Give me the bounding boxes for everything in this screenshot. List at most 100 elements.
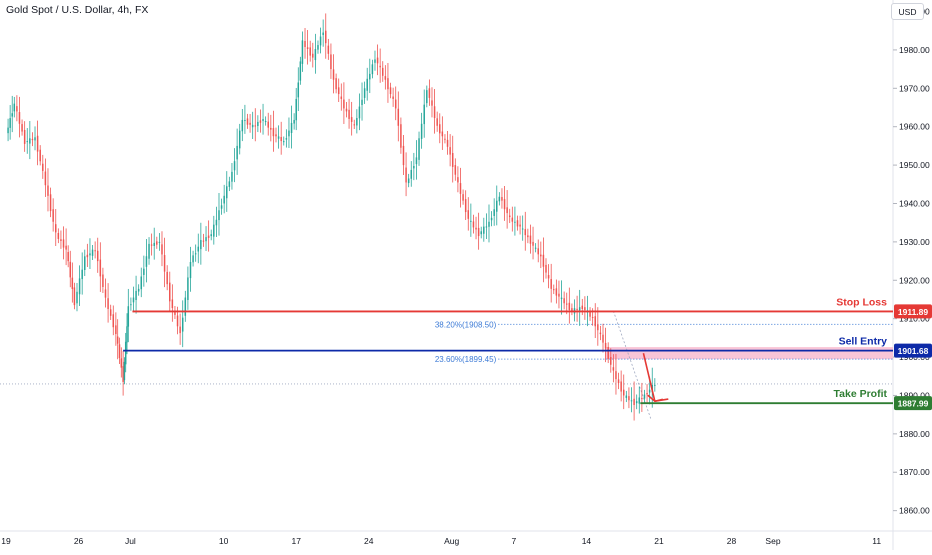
candle-body (524, 229, 527, 236)
candle-body (327, 45, 330, 54)
candle-body (181, 317, 184, 332)
candle-body (589, 311, 591, 317)
candle-body (197, 246, 200, 252)
candle-body (220, 205, 223, 209)
candle-body (413, 165, 415, 169)
candle-body (415, 157, 418, 165)
candle-body (480, 231, 482, 235)
candle-body (431, 100, 433, 106)
candle-body (350, 117, 353, 122)
candle-body (288, 130, 290, 137)
candle-body (231, 171, 233, 182)
candle-body (78, 278, 81, 295)
candle-body (565, 303, 568, 305)
candle-body (52, 209, 54, 222)
take-profit-price-tag (894, 396, 932, 411)
candle-body (249, 122, 251, 125)
candle-body (542, 254, 545, 267)
candle-body (223, 195, 225, 204)
candle-body (192, 255, 194, 263)
candle-body (654, 384, 656, 386)
candle-body (275, 134, 277, 137)
candle-body (511, 217, 514, 222)
x-tick-label: 21 (654, 536, 664, 546)
candle-body (361, 99, 363, 106)
candle-body (135, 290, 137, 301)
candle-body (547, 275, 550, 279)
candle-body (643, 394, 646, 399)
stop-loss-price-label: 1911.89 (898, 307, 929, 317)
candle-body (508, 215, 511, 218)
candle-body (371, 64, 374, 75)
candle-body (628, 396, 630, 401)
candle-body (76, 291, 78, 304)
candle-body (436, 118, 438, 126)
candle-body (384, 76, 387, 80)
candle-body (94, 250, 96, 252)
candle-body (277, 136, 280, 139)
candle-body (171, 299, 174, 309)
candle-body (251, 124, 254, 128)
candle-body (630, 400, 633, 402)
candle-body (280, 136, 282, 142)
candle-body (9, 118, 11, 128)
currency-button[interactable]: USD (891, 3, 924, 20)
candle-body (410, 169, 413, 179)
y-tick-label: 1860.00 (899, 506, 930, 516)
candle-body (29, 138, 31, 144)
candle-body (625, 395, 628, 398)
candle-body (161, 244, 163, 255)
candle-body (488, 221, 490, 227)
candle-body (571, 308, 573, 311)
candle-body (7, 127, 9, 134)
candle-body (335, 78, 337, 90)
candle-body (514, 221, 516, 223)
candle-body (540, 254, 542, 257)
stop-loss-label: Stop Loss (836, 296, 887, 308)
candle-body (120, 358, 123, 368)
candle-body (394, 99, 397, 109)
x-tick-label: 10 (219, 536, 229, 546)
candle-body (312, 53, 314, 58)
candle-body (610, 357, 612, 365)
candle-body (358, 106, 361, 119)
candle-body (174, 310, 176, 315)
candle-body (132, 297, 135, 303)
candle-body (527, 235, 529, 238)
candle-body (118, 344, 121, 358)
candle-body (506, 207, 508, 214)
candle-body (47, 185, 49, 196)
candle-body (285, 138, 288, 140)
candle-body (576, 308, 578, 310)
candle-body (319, 36, 322, 46)
candle-body (433, 106, 436, 119)
candle-body (233, 161, 236, 171)
candle-body (462, 194, 464, 201)
candle-body (376, 57, 379, 64)
candle-body (477, 227, 480, 237)
candle-body (591, 317, 594, 319)
candle-body (264, 121, 267, 123)
candle-body (124, 341, 127, 365)
candle-body (158, 241, 161, 243)
sell-entry-price-tag (894, 343, 932, 358)
candle-body (16, 106, 18, 112)
candle-body (13, 103, 16, 112)
candle-body (597, 324, 599, 331)
candle-body (145, 256, 148, 267)
fib-236-label: 23.60%(1899.45) (435, 355, 497, 364)
candle-body (503, 199, 506, 210)
candle-body (60, 239, 62, 241)
candle-body (340, 96, 343, 99)
candle-body (470, 220, 472, 222)
candle-body (578, 307, 581, 311)
candle-body (584, 307, 586, 311)
candle-body (374, 59, 376, 63)
candle-body (387, 78, 389, 90)
candle-body (137, 288, 140, 292)
take-profit-label: Take Profit (834, 388, 888, 400)
candles-group (7, 13, 656, 421)
candle-body (483, 226, 485, 234)
